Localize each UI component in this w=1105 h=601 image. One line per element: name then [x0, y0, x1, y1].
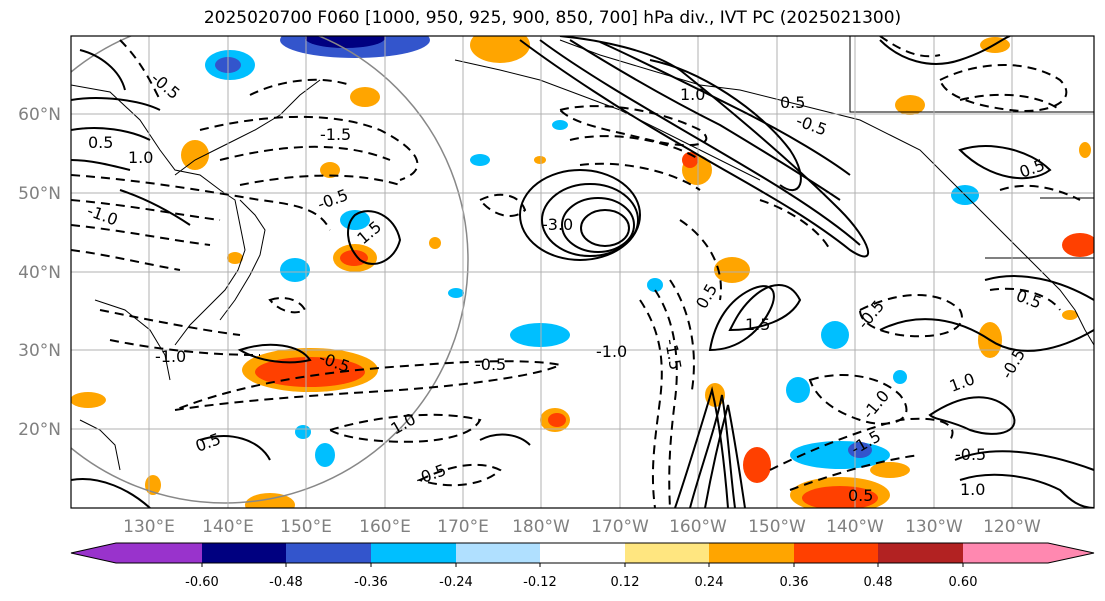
longitude-labels: 130°E 140°E 150°E 160°E 170°E 180°W 170°…	[123, 517, 1041, 537]
contour-label: -1.0	[596, 342, 627, 361]
colorbar-segment	[540, 543, 625, 563]
colorbar-tick-label: 0.48	[864, 575, 893, 590]
colorbar-segment	[709, 543, 794, 563]
colorbar-tick-label: 0.24	[695, 575, 724, 590]
colorbar-outline	[70, 542, 1095, 564]
colorbar-tick-label: -0.36	[354, 575, 388, 590]
lon-label: 140°E	[202, 517, 254, 537]
map-frame	[70, 35, 1095, 509]
colorbar-tick-label: -0.24	[439, 575, 473, 590]
contour-label: 1.0	[960, 480, 985, 499]
colorbar-segment	[371, 543, 456, 563]
colorbar-segment	[116, 543, 202, 563]
contour-label: 1.0	[680, 85, 705, 104]
colorbar: -0.60 -0.48 -0.36 -0.24 -0.12 0.12 0.24 …	[70, 542, 1095, 590]
contour-label: 0.5	[780, 93, 805, 112]
lon-label: 130°E	[123, 517, 175, 537]
lon-label: 120°W	[983, 517, 1041, 537]
contours-positive	[71, 36, 1094, 508]
lat-label: 60°N	[18, 105, 61, 125]
contour-label: -3.0	[542, 215, 573, 234]
lon-label: 130°W	[905, 517, 963, 537]
colorbar-tick-label: 0.60	[949, 575, 978, 590]
colorbar-extend-min	[71, 543, 116, 563]
latitude-labels: 60°N 50°N 40°N 30°N 20°N	[18, 105, 61, 440]
colorbar-segment	[794, 543, 878, 563]
contour-label: 1.5	[745, 315, 770, 334]
colorbar-labels: -0.60 -0.48 -0.36 -0.24 -0.12 0.12 0.24 …	[185, 575, 977, 590]
lon-label: 140°W	[826, 517, 884, 537]
contour-label: 0.5	[88, 133, 113, 152]
colorbar-segment	[202, 543, 286, 563]
lon-label: 150°W	[748, 517, 806, 537]
lon-label: 160°E	[359, 517, 411, 537]
shaded-divergence	[71, 36, 1094, 508]
contour-label: -0.5	[475, 355, 506, 374]
graticule	[71, 36, 1094, 508]
colorbar-segment	[625, 543, 709, 563]
contour-label: 1.0	[128, 148, 153, 167]
lat-label: 30°N	[18, 341, 61, 361]
contour-label: 0.5	[848, 486, 873, 505]
colorbar-tick-label: 0.36	[780, 575, 809, 590]
highlight-circle	[71, 36, 469, 504]
lat-label: 20°N	[18, 420, 61, 440]
colorbar-tick-label: 0.12	[611, 575, 640, 590]
lat-label: 40°N	[18, 263, 61, 283]
contour-label: -0.5	[955, 445, 986, 464]
colorbar-segment	[286, 543, 371, 563]
lon-label: 150°E	[280, 517, 332, 537]
lon-label: 170°E	[437, 517, 489, 537]
lon-label: 160°W	[669, 517, 727, 537]
lat-label: 50°N	[18, 184, 61, 204]
contour-label: -1.0	[155, 347, 186, 366]
colorbar-ticks	[201, 563, 964, 567]
lon-label: 180°W	[512, 517, 570, 537]
colorbar-tick-label: -0.48	[269, 575, 303, 590]
colorbar-tick-label: -0.12	[523, 575, 557, 590]
colorbar-segment	[963, 543, 1048, 563]
lon-label: 170°W	[591, 517, 649, 537]
colorbar-extend-max	[1048, 543, 1094, 563]
colorbar-segment	[456, 543, 540, 563]
colorbar-tick-label: -0.60	[185, 575, 219, 590]
contours-negative	[71, 36, 1081, 508]
map-layers: -0.5 1.0 -0.5 -1.0 0.5 -0.5 1.5 0.5 -3.0…	[71, 36, 1094, 508]
chart-title: 2025020700 F060 [1000, 950, 925, 900, 85…	[203, 8, 902, 28]
contour-label: -1.5	[320, 125, 351, 144]
colorbar-segment	[878, 543, 963, 563]
